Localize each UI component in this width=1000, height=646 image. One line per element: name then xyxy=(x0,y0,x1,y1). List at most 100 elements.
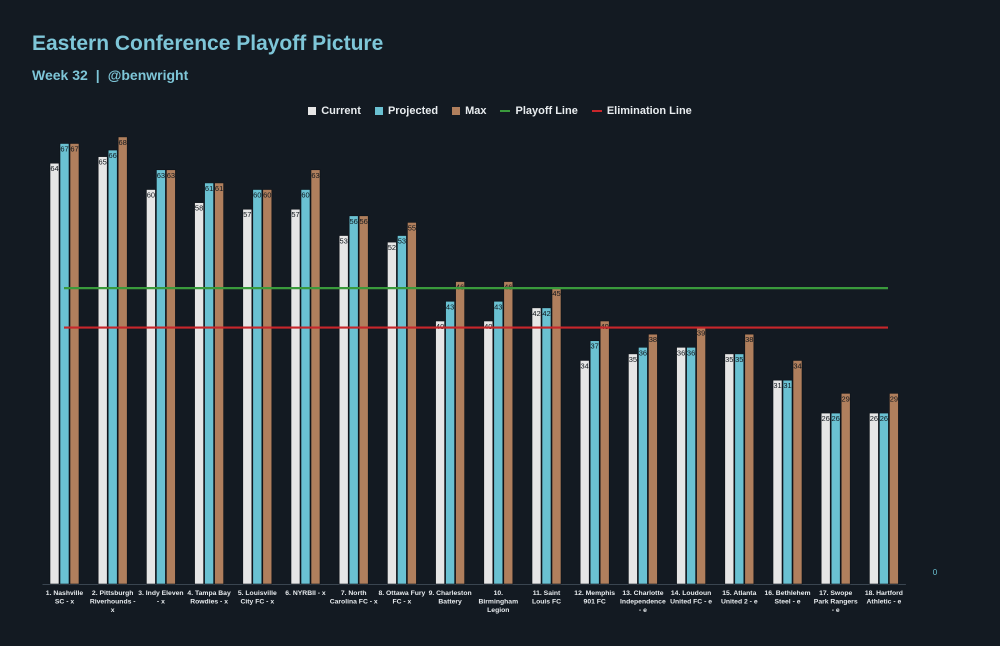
bar-projected xyxy=(252,189,263,585)
value-label-projected: 37 xyxy=(591,342,599,351)
bar-projected xyxy=(686,346,696,585)
legend-item-current[interactable]: Current xyxy=(308,105,361,117)
bar-current xyxy=(483,320,494,585)
bar-max xyxy=(551,287,562,585)
bar-max xyxy=(503,281,514,585)
legend-swatch-playoff-line xyxy=(500,110,511,112)
value-label-projected: 56 xyxy=(350,217,358,226)
value-label-projected: 67 xyxy=(60,144,68,153)
chart-legend: Current Projected Max Playoff Line Elimi… xyxy=(0,105,1000,117)
bar-projected xyxy=(830,412,841,585)
bar-max xyxy=(358,215,369,585)
x-tick-label: 15. Atlanta United 2 - e xyxy=(721,590,758,606)
legend-swatch-projected xyxy=(374,107,383,115)
value-label-current: 57 xyxy=(291,210,299,219)
x-tick-label-line: SC - x xyxy=(55,599,74,606)
bar-current xyxy=(194,202,204,585)
legend-item-projected[interactable]: Projected xyxy=(374,105,438,117)
value-label-current: 35 xyxy=(725,355,733,364)
x-tick-label-line: City FC - x xyxy=(240,599,274,606)
x-tick-label-line: 17. Swope xyxy=(819,590,852,597)
x-tick-label-line: United FC - e xyxy=(670,599,712,606)
bar-projected xyxy=(734,353,745,585)
bar-max xyxy=(262,189,273,585)
bar-max xyxy=(599,320,610,585)
x-tick-label: 8. Ottawa Fury FC - x xyxy=(378,590,425,606)
value-label-current: 53 xyxy=(340,237,348,246)
bar-max xyxy=(455,281,465,585)
value-label-max: 63 xyxy=(311,171,319,180)
bar-projected xyxy=(348,215,359,585)
x-tick-label: 6. NYRBII - x xyxy=(285,590,326,597)
value-label-projected: 66 xyxy=(109,151,117,160)
legend-item-max[interactable]: Max xyxy=(452,105,486,117)
bar-projected xyxy=(300,189,311,585)
chart-subtitle: Week 32 | @benwright xyxy=(32,67,188,83)
value-label-projected: 61 xyxy=(205,184,213,193)
x-tick-label-line: Carolina FC - x xyxy=(330,599,378,606)
value-label-current: 26 xyxy=(870,414,878,423)
bar-current xyxy=(49,162,60,585)
value-label-projected: 42 xyxy=(542,309,550,318)
x-tick-label-line: FC - x xyxy=(392,599,411,606)
value-label-projected: 36 xyxy=(639,348,647,357)
legend-item-playoff-line[interactable]: Playoff Line xyxy=(500,105,578,117)
legend-label-playoff-line: Playoff Line xyxy=(515,105,578,117)
value-label-current: 60 xyxy=(147,191,155,200)
value-label-current: 35 xyxy=(629,355,637,364)
legend-swatch-current xyxy=(308,107,317,115)
value-label-projected: 26 xyxy=(832,414,840,423)
bar-projected xyxy=(397,235,407,585)
value-label-projected: 36 xyxy=(687,348,695,357)
legend-label-elimination-line: Elimination Line xyxy=(606,105,692,117)
bar-max xyxy=(69,143,80,585)
value-label-max: 38 xyxy=(745,335,753,344)
bar-max xyxy=(407,222,417,585)
value-label-max: 68 xyxy=(119,138,127,147)
value-label-current: 42 xyxy=(532,309,540,318)
bar-current xyxy=(724,353,735,585)
x-tick-label-line: x xyxy=(111,607,115,614)
bar-projected xyxy=(879,412,889,585)
bar-max xyxy=(744,333,755,585)
x-tick-label-line: - e xyxy=(639,607,647,614)
x-tick-label-line: 3. Indy Eleven xyxy=(138,590,183,597)
bar-max xyxy=(840,393,851,585)
value-label-current: 64 xyxy=(50,164,58,173)
value-label-current: 58 xyxy=(195,204,203,213)
y-tick-label: 0 xyxy=(933,568,938,577)
legend-label-max: Max xyxy=(465,105,487,117)
x-tick-label-line: Rowdies - x xyxy=(190,599,228,606)
value-label-current: 57 xyxy=(243,210,251,219)
value-label-max: 38 xyxy=(649,335,657,344)
subtitle-separator: | xyxy=(95,67,100,83)
x-tick-label-line: United 2 - e xyxy=(721,599,758,606)
x-tick-label: 12. Memphis 901 FC xyxy=(574,590,615,606)
value-label-current: 36 xyxy=(677,348,685,357)
legend-item-elimination-line[interactable]: Elimination Line xyxy=(591,105,692,117)
bar-current xyxy=(531,307,542,585)
x-tick-label-line: 18. Hartford xyxy=(865,590,903,597)
x-tick-label: 2. Pittsburgh Riverhounds -x xyxy=(90,590,136,614)
bar-max xyxy=(310,169,321,585)
x-tick-label-line: 11. Saint xyxy=(533,590,561,597)
value-label-max: 29 xyxy=(890,394,898,403)
value-label-max: 34 xyxy=(793,361,801,370)
x-tick-label: 4. Tampa Bay Rowdies - x xyxy=(187,590,231,606)
bar-projected xyxy=(445,300,455,585)
bar-projected xyxy=(589,340,600,585)
x-tick-label-line: 8. Ottawa Fury xyxy=(378,590,425,597)
value-label-projected: 35 xyxy=(735,355,743,364)
value-label-max: 60 xyxy=(263,191,271,200)
bar-current xyxy=(242,208,253,585)
value-label-max: 55 xyxy=(408,223,416,232)
x-tick-label: 11. Saint Louis FC xyxy=(532,590,561,606)
x-tick-label-line: Birmingham xyxy=(478,599,518,606)
bar-current xyxy=(435,320,445,585)
x-tick-label-line: 901 FC xyxy=(584,599,606,606)
x-tick-label-line: 5. Louisville xyxy=(238,590,277,597)
x-tick-label: 5. Louisville City FC - x xyxy=(238,590,277,606)
x-tick-label-line: 12. Memphis xyxy=(574,590,615,597)
bar-max xyxy=(792,360,803,585)
x-tick-label-line: - e xyxy=(832,607,840,614)
